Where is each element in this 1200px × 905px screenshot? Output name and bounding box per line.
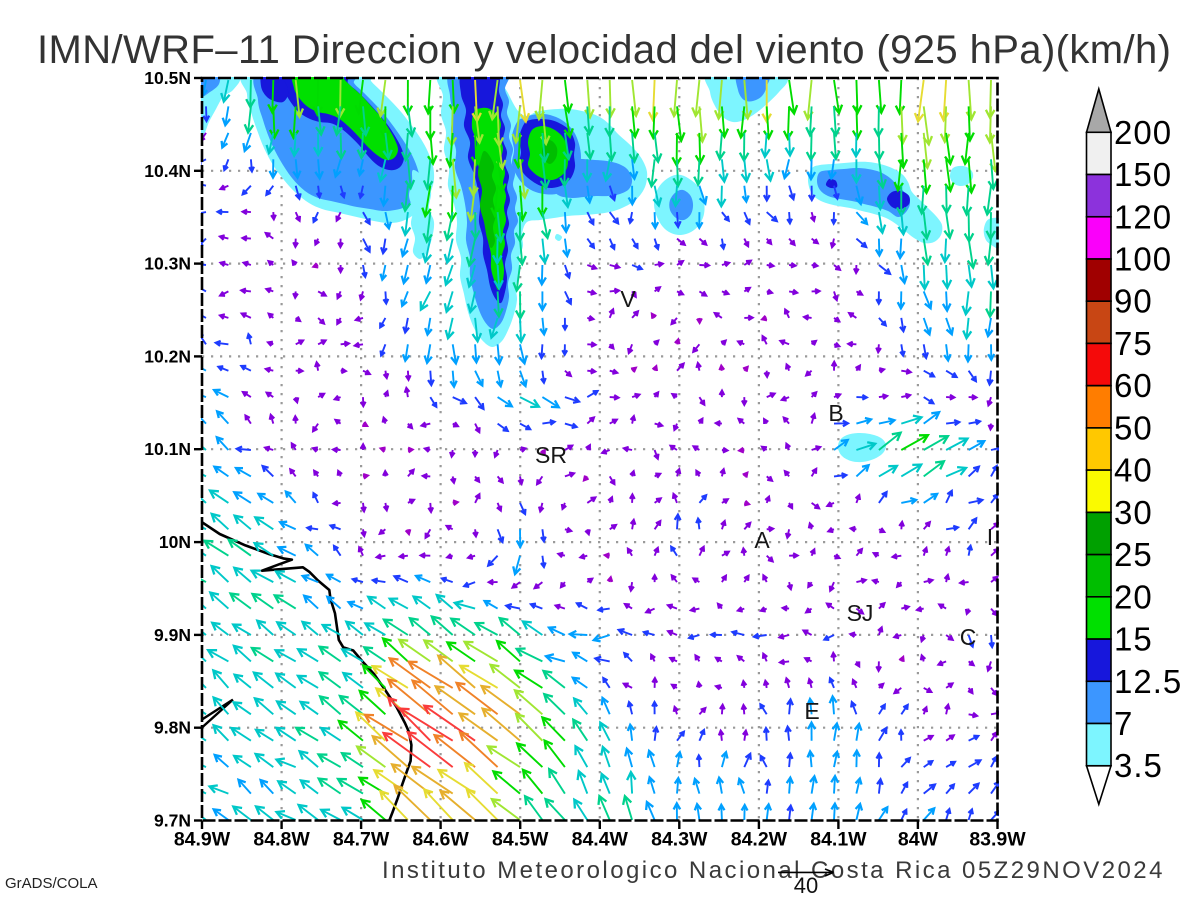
svg-text:50: 50 bbox=[1114, 409, 1153, 446]
svg-text:10.5N: 10.5N bbox=[144, 68, 191, 88]
svg-text:84.4W: 84.4W bbox=[572, 829, 629, 851]
svg-text:V: V bbox=[620, 286, 636, 312]
svg-text:20: 20 bbox=[1114, 578, 1153, 615]
svg-text:A: A bbox=[754, 527, 770, 553]
svg-text:12.5: 12.5 bbox=[1114, 663, 1182, 700]
svg-text:25: 25 bbox=[1114, 536, 1153, 573]
svg-text:83.9W: 83.9W bbox=[969, 829, 1026, 851]
svg-text:9.9N: 9.9N bbox=[154, 625, 191, 645]
svg-text:60: 60 bbox=[1114, 367, 1153, 404]
svg-text:B: B bbox=[828, 400, 843, 426]
svg-text:84.2W: 84.2W bbox=[731, 829, 788, 851]
svg-text:75: 75 bbox=[1114, 325, 1153, 362]
svg-text:30: 30 bbox=[1114, 494, 1153, 531]
svg-text:3.5: 3.5 bbox=[1114, 747, 1163, 784]
svg-text:Instituto Meteorologico Nacion: Instituto Meteorologico Nacional Costa R… bbox=[382, 857, 1165, 884]
svg-text:90: 90 bbox=[1114, 283, 1153, 320]
svg-text:200: 200 bbox=[1114, 114, 1172, 151]
svg-text:84.9W: 84.9W bbox=[174, 829, 231, 851]
svg-text:IMN/WRF–11 Direccion y velocid: IMN/WRF–11 Direccion y velocidad del vie… bbox=[37, 28, 1171, 72]
svg-text:84.8W: 84.8W bbox=[253, 829, 310, 851]
svg-text:SJ: SJ bbox=[847, 600, 874, 626]
svg-text:9.7N: 9.7N bbox=[154, 811, 191, 831]
svg-text:9.8N: 9.8N bbox=[154, 718, 191, 738]
svg-text:7: 7 bbox=[1114, 705, 1133, 742]
svg-text:150: 150 bbox=[1114, 156, 1172, 193]
svg-text:120: 120 bbox=[1114, 198, 1172, 235]
svg-text:GrADS/COLA: GrADS/COLA bbox=[5, 875, 98, 892]
svg-text:E: E bbox=[804, 698, 819, 724]
svg-text:84.7W: 84.7W bbox=[333, 829, 390, 851]
svg-text:10.4N: 10.4N bbox=[144, 161, 191, 181]
svg-text:10.3N: 10.3N bbox=[144, 254, 191, 274]
svg-text:40: 40 bbox=[794, 873, 818, 898]
svg-text:10.1N: 10.1N bbox=[144, 439, 191, 459]
svg-text:84.3W: 84.3W bbox=[651, 829, 708, 851]
svg-text:100: 100 bbox=[1114, 241, 1172, 278]
svg-text:SR: SR bbox=[535, 442, 567, 468]
svg-text:84.1W: 84.1W bbox=[810, 829, 867, 851]
svg-text:15: 15 bbox=[1114, 621, 1153, 658]
svg-text:C: C bbox=[960, 624, 977, 650]
svg-text:10.2N: 10.2N bbox=[144, 346, 191, 366]
svg-text:84.5W: 84.5W bbox=[492, 829, 549, 851]
svg-text:84W: 84W bbox=[898, 829, 939, 851]
svg-text:84.6W: 84.6W bbox=[412, 829, 469, 851]
svg-text:10N: 10N bbox=[159, 532, 191, 552]
svg-text:40: 40 bbox=[1114, 452, 1153, 489]
svg-text:I: I bbox=[987, 524, 993, 550]
